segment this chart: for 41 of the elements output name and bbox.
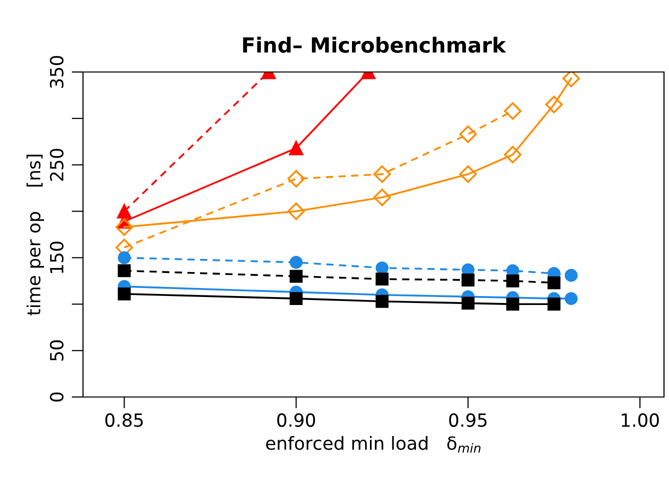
point — [115, 218, 134, 236]
point — [548, 298, 560, 311]
point — [462, 296, 474, 310]
point — [118, 287, 131, 300]
point — [462, 274, 474, 286]
point — [376, 261, 389, 274]
chart-title: Find– Microbenchmark — [243, 36, 506, 53]
y-tick-label: 250 — [50, 148, 64, 181]
x-tick-label: 0.90 — [277, 413, 316, 427]
x-axis-title: enforced min load δ$_{min}$ — [266, 436, 480, 453]
x-tick-label: 1.00 — [622, 413, 659, 427]
point — [545, 96, 563, 114]
point — [504, 146, 522, 164]
y-tick-label: 150 — [50, 242, 64, 273]
point — [373, 165, 391, 183]
point — [287, 170, 305, 188]
point — [459, 125, 477, 143]
x-tick-label: 0.95 — [449, 413, 487, 427]
point — [564, 268, 578, 282]
point — [459, 165, 477, 183]
point — [562, 72, 580, 88]
point — [373, 188, 391, 206]
y-tick-label: 0 — [50, 392, 64, 402]
point — [506, 274, 520, 288]
x-tick-label: 0.85 — [105, 413, 143, 427]
point — [290, 292, 303, 306]
point — [290, 270, 303, 283]
point — [118, 251, 131, 264]
point — [506, 298, 520, 311]
point — [564, 292, 578, 306]
y-tick-label: 50 — [50, 340, 64, 361]
point — [288, 140, 304, 156]
point — [118, 264, 131, 278]
point — [504, 102, 522, 120]
point — [548, 276, 560, 290]
y-tick-label: 350 — [50, 56, 64, 88]
y-axis-title: time per op [ns] — [26, 154, 44, 316]
point — [287, 202, 305, 220]
point — [376, 294, 389, 308]
point — [376, 272, 389, 286]
point — [290, 256, 303, 269]
